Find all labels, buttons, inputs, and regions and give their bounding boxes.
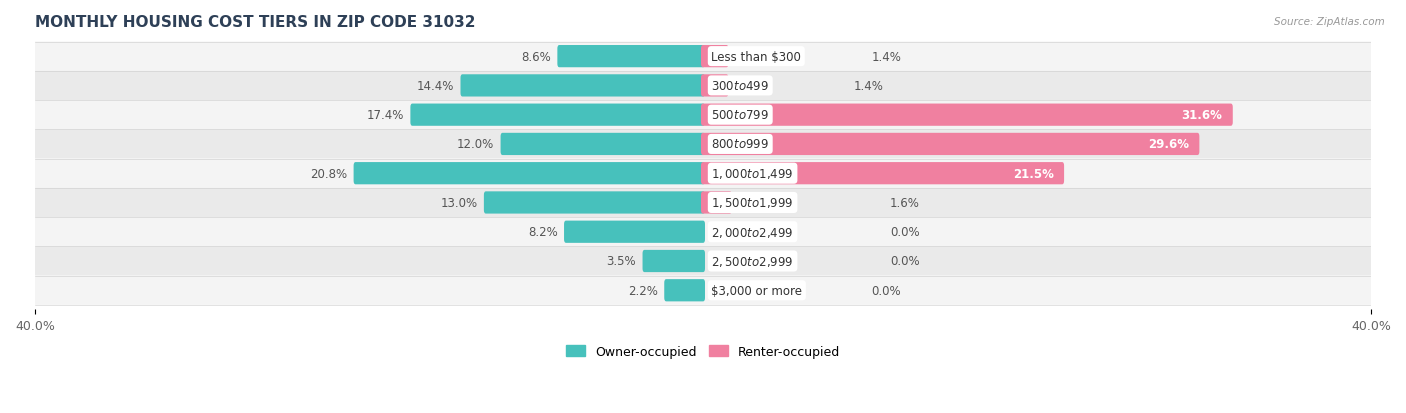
FancyBboxPatch shape [702, 163, 1064, 185]
FancyBboxPatch shape [484, 192, 704, 214]
FancyBboxPatch shape [35, 159, 1371, 188]
FancyBboxPatch shape [664, 280, 704, 301]
FancyBboxPatch shape [702, 104, 1233, 126]
Text: $1,500 to $1,999: $1,500 to $1,999 [711, 196, 794, 210]
Text: 2.2%: 2.2% [628, 284, 658, 297]
Text: 0.0%: 0.0% [890, 255, 920, 268]
Text: $300 to $499: $300 to $499 [711, 80, 769, 93]
Text: 14.4%: 14.4% [416, 80, 454, 93]
Text: 1.4%: 1.4% [872, 50, 901, 64]
Text: 29.6%: 29.6% [1149, 138, 1189, 151]
FancyBboxPatch shape [702, 75, 728, 97]
Text: $3,000 or more: $3,000 or more [711, 284, 803, 297]
Text: 13.0%: 13.0% [440, 197, 478, 209]
Text: 12.0%: 12.0% [457, 138, 495, 151]
FancyBboxPatch shape [35, 218, 1371, 247]
Text: $1,000 to $1,499: $1,000 to $1,499 [711, 167, 794, 181]
Text: 20.8%: 20.8% [311, 167, 347, 180]
FancyBboxPatch shape [557, 46, 704, 68]
FancyBboxPatch shape [461, 75, 704, 97]
FancyBboxPatch shape [564, 221, 704, 243]
Text: 3.5%: 3.5% [606, 255, 636, 268]
Text: $800 to $999: $800 to $999 [711, 138, 769, 151]
Text: MONTHLY HOUSING COST TIERS IN ZIP CODE 31032: MONTHLY HOUSING COST TIERS IN ZIP CODE 3… [35, 15, 475, 30]
FancyBboxPatch shape [35, 247, 1371, 276]
FancyBboxPatch shape [411, 104, 704, 126]
FancyBboxPatch shape [501, 133, 704, 156]
FancyBboxPatch shape [702, 133, 1199, 156]
FancyBboxPatch shape [353, 163, 704, 185]
Text: Less than $300: Less than $300 [711, 50, 801, 64]
Text: 17.4%: 17.4% [367, 109, 404, 122]
Text: Source: ZipAtlas.com: Source: ZipAtlas.com [1274, 17, 1385, 26]
Text: 8.2%: 8.2% [527, 225, 558, 239]
FancyBboxPatch shape [35, 71, 1371, 101]
FancyBboxPatch shape [35, 101, 1371, 130]
Text: 8.6%: 8.6% [522, 50, 551, 64]
FancyBboxPatch shape [643, 250, 704, 273]
Text: $2,000 to $2,499: $2,000 to $2,499 [711, 225, 794, 239]
FancyBboxPatch shape [702, 46, 728, 68]
Text: 0.0%: 0.0% [890, 225, 920, 239]
Legend: Owner-occupied, Renter-occupied: Owner-occupied, Renter-occupied [561, 340, 845, 363]
FancyBboxPatch shape [35, 276, 1371, 305]
Text: $2,500 to $2,999: $2,500 to $2,999 [711, 254, 794, 268]
FancyBboxPatch shape [702, 192, 731, 214]
Text: 1.6%: 1.6% [890, 197, 920, 209]
Text: 31.6%: 31.6% [1181, 109, 1222, 122]
Text: 1.4%: 1.4% [853, 80, 883, 93]
Text: $500 to $799: $500 to $799 [711, 109, 769, 122]
FancyBboxPatch shape [35, 188, 1371, 218]
FancyBboxPatch shape [35, 43, 1371, 71]
Text: 21.5%: 21.5% [1012, 167, 1053, 180]
Text: 0.0%: 0.0% [872, 284, 901, 297]
FancyBboxPatch shape [35, 130, 1371, 159]
